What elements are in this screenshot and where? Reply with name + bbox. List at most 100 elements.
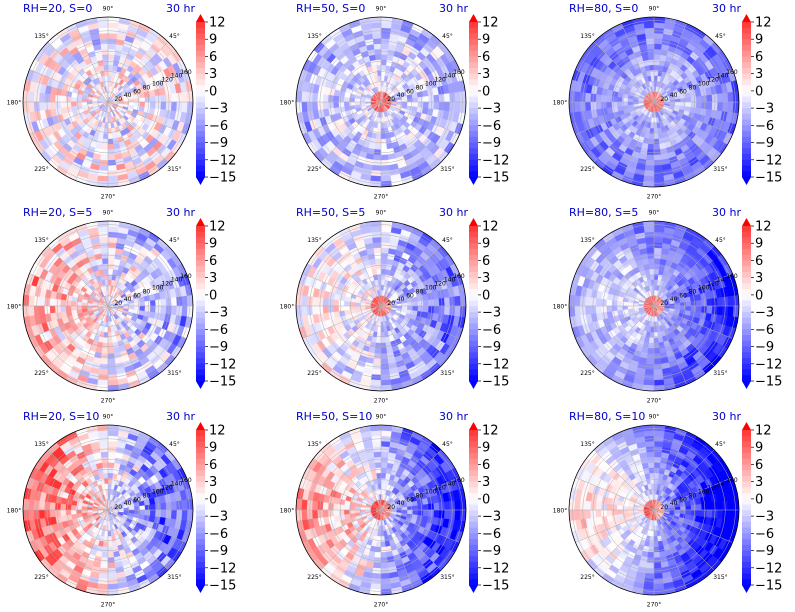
field-cell <box>584 296 592 307</box>
radial-tick-label: 100 <box>698 81 710 88</box>
panel-title: RH=50, S=0 <box>296 2 366 15</box>
colorbar-segment <box>196 277 205 285</box>
colorbar-segment <box>196 237 205 244</box>
field-cell <box>380 353 389 360</box>
angular-gridline <box>75 305 109 385</box>
radial-tick-label: 40 <box>124 296 132 303</box>
colorbar-tick-label: 0 <box>482 84 490 99</box>
colorbar-segment <box>469 306 478 313</box>
field-cell <box>380 164 391 172</box>
colorbar-tick-label: −3 <box>755 102 774 117</box>
angle-tick-label: 225° <box>34 166 48 173</box>
field-cell <box>674 101 681 106</box>
field-cell <box>332 95 340 103</box>
colorbar-segment <box>196 131 205 138</box>
field-cell <box>653 64 660 71</box>
colorbar-tick-label: −6 <box>209 323 228 338</box>
colorbar-tick-label: 6 <box>209 50 217 65</box>
field-cell <box>373 358 382 365</box>
field-cell <box>600 305 607 314</box>
field-cell <box>443 101 451 112</box>
field-cell <box>646 48 655 55</box>
field-cell <box>149 305 157 313</box>
field-cell <box>380 252 389 259</box>
radial-tick-label: 140 <box>444 277 456 284</box>
radial-tick-label: 80 <box>689 84 697 91</box>
angular-gridline <box>380 69 460 103</box>
field-cell <box>373 48 382 55</box>
colorbar-segment <box>469 39 478 46</box>
field-cell <box>380 138 387 145</box>
colorbar-segment <box>742 56 751 63</box>
angle-tick-label: 90° <box>649 6 660 13</box>
radial-tick-label: 60 <box>133 88 141 95</box>
field-cell <box>107 368 118 376</box>
field-cell <box>407 101 414 107</box>
field-cell <box>107 43 116 50</box>
colorbar-segment <box>742 171 751 178</box>
colorbar-segment <box>196 73 205 81</box>
field-cell <box>38 92 46 103</box>
radial-tick-label: 40 <box>670 92 678 99</box>
colorbar-segment <box>196 142 205 149</box>
field-cell <box>695 95 703 103</box>
field-cell <box>433 298 440 307</box>
field-cell <box>412 101 419 108</box>
field-cell <box>727 295 734 307</box>
angular-gridline <box>75 101 109 181</box>
radial-tick-label: 80 <box>143 84 151 91</box>
field-cell <box>653 247 662 254</box>
field-cell <box>371 32 382 40</box>
field-cell <box>690 96 697 103</box>
colorbar-segment <box>469 142 478 149</box>
field-cell <box>600 298 607 307</box>
field-cell <box>343 96 350 103</box>
colorbar-segment <box>742 39 751 46</box>
polar-frame <box>568 16 740 188</box>
field-cell <box>348 301 355 307</box>
field-cell <box>459 101 466 114</box>
colorbar-tick-label: −6 <box>482 323 501 338</box>
field-cell <box>107 154 116 161</box>
field-cell <box>301 305 308 317</box>
angular-gridline <box>107 305 141 385</box>
field-cell <box>649 332 655 339</box>
angular-gridline <box>47 101 109 163</box>
field-cell <box>653 175 665 182</box>
field-cell <box>181 305 188 317</box>
angular-gridline <box>29 69 109 103</box>
angular-gridline <box>380 23 414 103</box>
colorbar-tick-label: 3 <box>209 67 217 82</box>
field-cell <box>380 69 386 76</box>
angular-gridline <box>653 101 715 163</box>
field-cell <box>706 94 713 103</box>
field-cell <box>380 175 392 182</box>
colorbar-extend-min <box>469 177 478 185</box>
angular-gridline <box>380 273 460 307</box>
colorbar-segment <box>469 312 478 319</box>
field-cell <box>417 96 424 103</box>
field-cell <box>417 101 424 108</box>
colorbar-segment <box>469 248 478 256</box>
field-cell <box>380 236 391 244</box>
field-cell <box>433 94 440 103</box>
colorbar-tick-label: −12 <box>209 153 236 168</box>
angle-tick-label: 270° <box>374 194 388 201</box>
field-cell <box>327 101 334 110</box>
field-cell <box>380 273 386 280</box>
field-cell <box>647 257 655 265</box>
field-cell <box>144 300 151 307</box>
angular-gridline <box>107 305 169 367</box>
field-cell <box>375 337 382 344</box>
colorbar-segment <box>469 154 478 161</box>
colorbar-tick-label: −12 <box>482 153 509 168</box>
field-cell <box>101 257 109 265</box>
field-cell <box>107 247 116 254</box>
field-cell <box>454 91 461 103</box>
field-cell <box>680 101 687 107</box>
field-cell <box>149 95 157 103</box>
angle-tick-label: 135° <box>307 237 321 244</box>
field-cell <box>332 101 340 109</box>
